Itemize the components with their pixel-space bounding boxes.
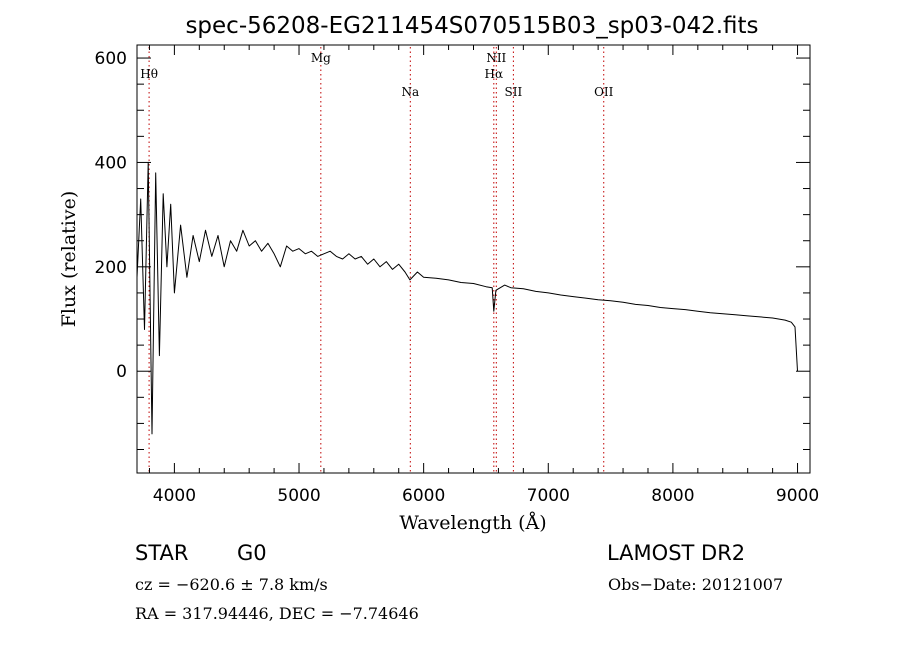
- redshift-readout: cz = −620.6 ± 7.8 km/s: [135, 575, 328, 594]
- chart-title: spec-56208-EG211454S070515B03_sp03-042.f…: [185, 13, 758, 39]
- plot-frame: [136, 44, 811, 474]
- marker-label: NII: [486, 51, 506, 65]
- x-tick-label: 9000: [776, 486, 819, 506]
- spectrum-series: [136, 161, 798, 435]
- observation-date: Obs−Date: 20121007: [608, 575, 784, 594]
- marker-label: OII: [594, 85, 614, 99]
- x-tick-label: 4000: [153, 486, 196, 506]
- marker-label: Hα: [485, 67, 504, 81]
- y-tick-label: 200: [95, 258, 127, 278]
- marker-label: Na: [401, 85, 419, 99]
- y-tick-label: 600: [95, 49, 127, 69]
- spectrum-line: [136, 161, 798, 435]
- y-axis-label: Flux (relative): [58, 191, 80, 328]
- x-tick-label: 6000: [402, 486, 445, 506]
- object-subclass: G0: [237, 541, 267, 565]
- marker-label: Mg: [311, 51, 331, 65]
- x-tick-label: 5000: [277, 486, 320, 506]
- x-tick-label: 8000: [651, 486, 694, 506]
- y-tick-label: 400: [95, 153, 127, 173]
- coordinates-readout: RA = 317.94446, DEC = −7.74646: [135, 604, 419, 623]
- object-class: STAR: [135, 541, 189, 565]
- marker-label: Hθ: [140, 67, 158, 81]
- axis-ticks: 4000 5000 6000 7000 8000 9000 0 200 400 600: [95, 45, 819, 506]
- marker-label: SII: [505, 85, 523, 99]
- x-tick-label: 7000: [527, 486, 570, 506]
- x-axis-label: Wavelength (Å): [399, 512, 546, 534]
- y-tick-label: 0: [116, 362, 127, 382]
- survey-name: LAMOST DR2: [607, 541, 746, 565]
